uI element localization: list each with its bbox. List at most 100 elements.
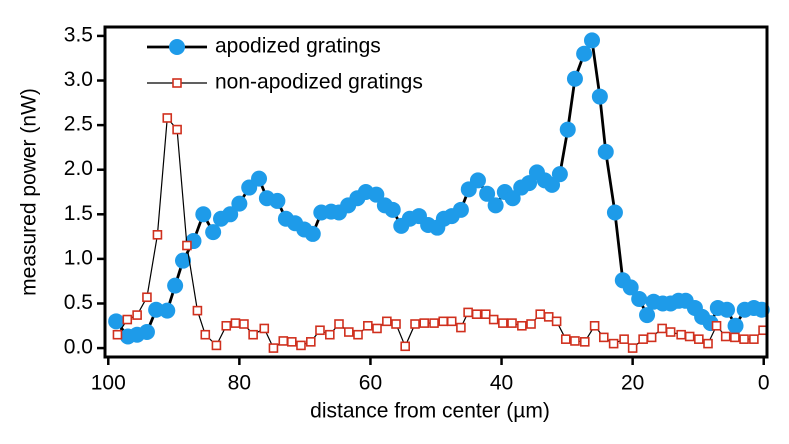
point — [657, 323, 667, 334]
point — [551, 166, 568, 183]
point — [730, 332, 740, 343]
point — [517, 320, 527, 331]
point — [711, 320, 722, 331]
point — [639, 307, 656, 324]
point — [384, 201, 401, 218]
point — [507, 318, 517, 328]
point — [391, 319, 401, 329]
y-tick-label: 3.5 — [64, 23, 93, 46]
point — [248, 329, 258, 340]
point — [382, 316, 392, 327]
point — [638, 334, 648, 344]
point — [239, 319, 249, 329]
x-tick-label: 80 — [228, 372, 251, 395]
point — [438, 316, 449, 327]
point — [627, 343, 638, 353]
point — [200, 329, 211, 340]
point — [597, 143, 614, 160]
x-tick-label: 40 — [490, 372, 513, 395]
point — [287, 337, 297, 347]
point — [152, 230, 163, 240]
point — [353, 329, 363, 340]
point — [606, 204, 623, 221]
point — [598, 332, 609, 343]
y-axis-label: measured power (nW) — [18, 88, 41, 296]
point — [108, 313, 125, 330]
point — [576, 45, 593, 62]
legend-marker — [172, 78, 182, 88]
series-line — [115, 36, 763, 339]
point — [631, 291, 648, 308]
point — [703, 338, 713, 349]
point — [591, 88, 608, 105]
point — [749, 334, 759, 344]
point — [452, 201, 469, 218]
point — [211, 340, 222, 351]
point — [400, 341, 410, 352]
point — [304, 225, 321, 242]
point — [306, 337, 316, 347]
point — [463, 307, 473, 318]
point — [112, 329, 123, 340]
point — [566, 70, 583, 87]
point — [269, 192, 286, 209]
point — [344, 327, 354, 337]
point — [231, 195, 248, 212]
point — [665, 327, 676, 337]
point — [205, 224, 222, 241]
point — [142, 292, 152, 303]
y-tick-label: 3.0 — [64, 68, 93, 91]
point — [560, 334, 571, 344]
y-tick-label: 2.5 — [64, 113, 93, 136]
point — [368, 186, 385, 203]
point — [676, 329, 686, 340]
point — [122, 314, 133, 325]
point — [372, 323, 382, 334]
point — [172, 124, 182, 135]
point — [469, 172, 486, 189]
plot-frame — [103, 25, 769, 359]
point — [278, 336, 289, 346]
point — [504, 190, 521, 207]
x-tick-label: 0 — [758, 372, 770, 395]
point — [543, 312, 554, 322]
point — [589, 320, 600, 331]
point — [487, 197, 504, 214]
point — [192, 305, 203, 316]
point — [471, 309, 482, 319]
point — [222, 206, 239, 223]
legend-marker — [169, 39, 185, 55]
y-tick-label: 0.5 — [64, 291, 93, 314]
x-tick-label: 100 — [91, 372, 126, 395]
y-tick-label: 1.5 — [64, 202, 93, 225]
point — [608, 338, 619, 349]
point — [259, 323, 270, 334]
point — [132, 310, 142, 320]
point — [182, 240, 192, 251]
point — [570, 336, 580, 346]
point — [325, 329, 335, 340]
point — [363, 320, 373, 331]
point — [622, 279, 639, 296]
point — [719, 301, 736, 318]
point — [167, 277, 184, 294]
point — [296, 340, 306, 351]
point — [174, 252, 191, 269]
point — [619, 334, 629, 344]
point — [551, 316, 562, 327]
legend-label: apodized gratings — [215, 35, 381, 58]
x-tick-label: 60 — [359, 372, 382, 395]
point — [429, 318, 439, 328]
point — [268, 343, 279, 353]
point — [446, 316, 457, 327]
point — [727, 317, 744, 334]
point — [559, 121, 576, 138]
point — [230, 318, 241, 328]
point — [479, 185, 496, 202]
point — [583, 32, 600, 49]
point — [481, 309, 491, 319]
point — [162, 113, 173, 123]
y-tick-label: 2.0 — [64, 157, 93, 180]
x-axis-label: distance from center (µm) — [310, 400, 550, 423]
